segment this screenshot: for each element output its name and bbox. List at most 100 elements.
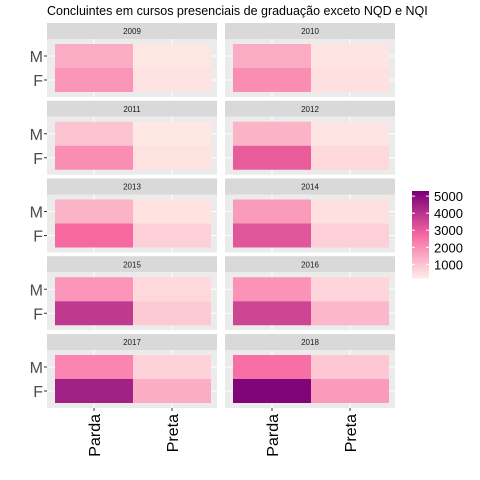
heatmap-tile bbox=[311, 44, 389, 68]
facet-strip bbox=[225, 256, 395, 273]
legend-label: 2000 bbox=[434, 240, 463, 255]
facet-strip-label: 2018 bbox=[301, 338, 319, 347]
facet-strip bbox=[225, 23, 395, 39]
facet-strip-label: 2010 bbox=[301, 27, 319, 36]
facet-panel: 2012 bbox=[225, 100, 395, 175]
heatmap-tile bbox=[133, 199, 211, 224]
legend-gradient-segment bbox=[412, 238, 429, 241]
heatmap-tile bbox=[133, 68, 211, 92]
y-tick-label: F bbox=[33, 73, 43, 90]
legend-gradient-segment bbox=[412, 270, 429, 273]
legend-gradient-segment bbox=[412, 243, 429, 246]
legend-gradient-segment bbox=[412, 206, 429, 209]
legend-gradient-segment bbox=[412, 198, 429, 201]
heatmap-tile bbox=[311, 277, 389, 302]
legend-gradient-segment bbox=[412, 225, 429, 228]
legend-gradient-segment bbox=[412, 241, 429, 244]
legend-gradient-segment bbox=[412, 246, 429, 249]
legend-gradient-segment bbox=[412, 237, 429, 240]
x-tick-label: Parda bbox=[87, 414, 104, 457]
y-tick-label: M bbox=[30, 360, 43, 377]
heatmap-tile bbox=[311, 199, 389, 224]
facet-strip-label: 2017 bbox=[123, 338, 141, 347]
heatmap-tile bbox=[55, 301, 133, 326]
heatmap-tile bbox=[55, 223, 133, 248]
legend-gradient-segment bbox=[412, 263, 429, 266]
legend-gradient-segment bbox=[412, 250, 429, 253]
legend-label: 4000 bbox=[434, 206, 463, 221]
heatmap-tile bbox=[233, 223, 311, 248]
facet-strip bbox=[47, 23, 217, 39]
heatmap-tile bbox=[233, 379, 311, 403]
facet-strip-label: 2011 bbox=[123, 105, 141, 114]
facet-strip bbox=[47, 100, 217, 117]
heatmap-tile bbox=[233, 44, 311, 68]
legend-gradient-segment bbox=[412, 195, 429, 198]
y-tick-label: M bbox=[30, 49, 43, 66]
facet-strip bbox=[225, 334, 395, 350]
legend-gradient-segment bbox=[412, 212, 429, 215]
legend-gradient-segment bbox=[412, 257, 429, 260]
heatmap-tile bbox=[133, 44, 211, 68]
heatmap-tile bbox=[233, 199, 311, 224]
heatmap-tile bbox=[133, 355, 211, 379]
heatmap-tile bbox=[55, 44, 133, 68]
heatmap-tile bbox=[133, 277, 211, 302]
legend-gradient-segment bbox=[412, 247, 429, 250]
heatmap-tile bbox=[233, 68, 311, 92]
legend-gradient-segment bbox=[412, 204, 429, 207]
legend-gradient-segment bbox=[412, 217, 429, 220]
legend-gradient-segment bbox=[412, 221, 429, 224]
heatmap-tile bbox=[233, 145, 311, 170]
legend-gradient-segment bbox=[412, 209, 429, 212]
facet-strip bbox=[47, 178, 217, 195]
legend-gradient-segment bbox=[412, 235, 429, 238]
legend-gradient-segment bbox=[412, 228, 429, 231]
facet-panel: 2010 bbox=[225, 23, 395, 97]
facet-panels: 2009MF20102011MF20122013MF20142015MF2016… bbox=[30, 23, 395, 408]
legend-gradient-segment bbox=[412, 233, 429, 236]
color-legend: 1000 2000 3000 4000 5000 bbox=[412, 189, 463, 279]
legend-gradient-segment bbox=[412, 205, 429, 208]
heatmap-tile bbox=[311, 301, 389, 326]
legend-gradient-segment bbox=[412, 262, 429, 265]
heatmap-tile bbox=[233, 301, 311, 326]
facet-strip-label: 2009 bbox=[123, 27, 141, 36]
y-tick-label: M bbox=[30, 282, 43, 299]
legend-gradient-segment bbox=[412, 273, 429, 276]
legend-gradient-segment bbox=[412, 240, 429, 243]
heatmap-tile bbox=[55, 277, 133, 302]
x-tick-label: Preta bbox=[165, 414, 182, 452]
heatmap-tile bbox=[311, 68, 389, 92]
heatmap-tile bbox=[55, 121, 133, 146]
legend-gradient-segment bbox=[412, 220, 429, 223]
heatmap-tile bbox=[311, 379, 389, 403]
heatmap-tile bbox=[311, 121, 389, 146]
legend-gradient-segment bbox=[412, 266, 429, 269]
heatmap-tile bbox=[133, 379, 211, 403]
legend-gradient-segment bbox=[412, 254, 429, 257]
facet-panel: 2017 MF bbox=[30, 334, 217, 408]
legend-gradient-segment bbox=[412, 267, 429, 270]
y-tick-label: F bbox=[33, 384, 43, 401]
heatmap-tile bbox=[133, 223, 211, 248]
legend-gradient-segment bbox=[412, 244, 429, 247]
legend-gradient-segment bbox=[412, 215, 429, 218]
legend-gradient-segment bbox=[412, 275, 429, 278]
facet-panel: 2016 bbox=[225, 256, 395, 331]
facet-strip bbox=[225, 178, 395, 195]
legend-gradient-segment bbox=[412, 201, 429, 204]
legend-gradient-segment bbox=[412, 196, 429, 199]
y-tick-label: M bbox=[30, 127, 43, 144]
legend-gradient-segment bbox=[412, 256, 429, 259]
legend-gradient-segment bbox=[412, 272, 429, 275]
legend-gradient-segment bbox=[412, 211, 429, 214]
heatmap-tile bbox=[233, 121, 311, 146]
legend-gradient-segment bbox=[412, 199, 429, 202]
legend-label: 3000 bbox=[434, 223, 463, 238]
heatmap-tile bbox=[133, 145, 211, 170]
heatmap-tile bbox=[311, 145, 389, 170]
heatmap-tile bbox=[233, 277, 311, 302]
facet-panel: 2011 MF bbox=[30, 100, 217, 175]
heatmap-tile bbox=[311, 223, 389, 248]
